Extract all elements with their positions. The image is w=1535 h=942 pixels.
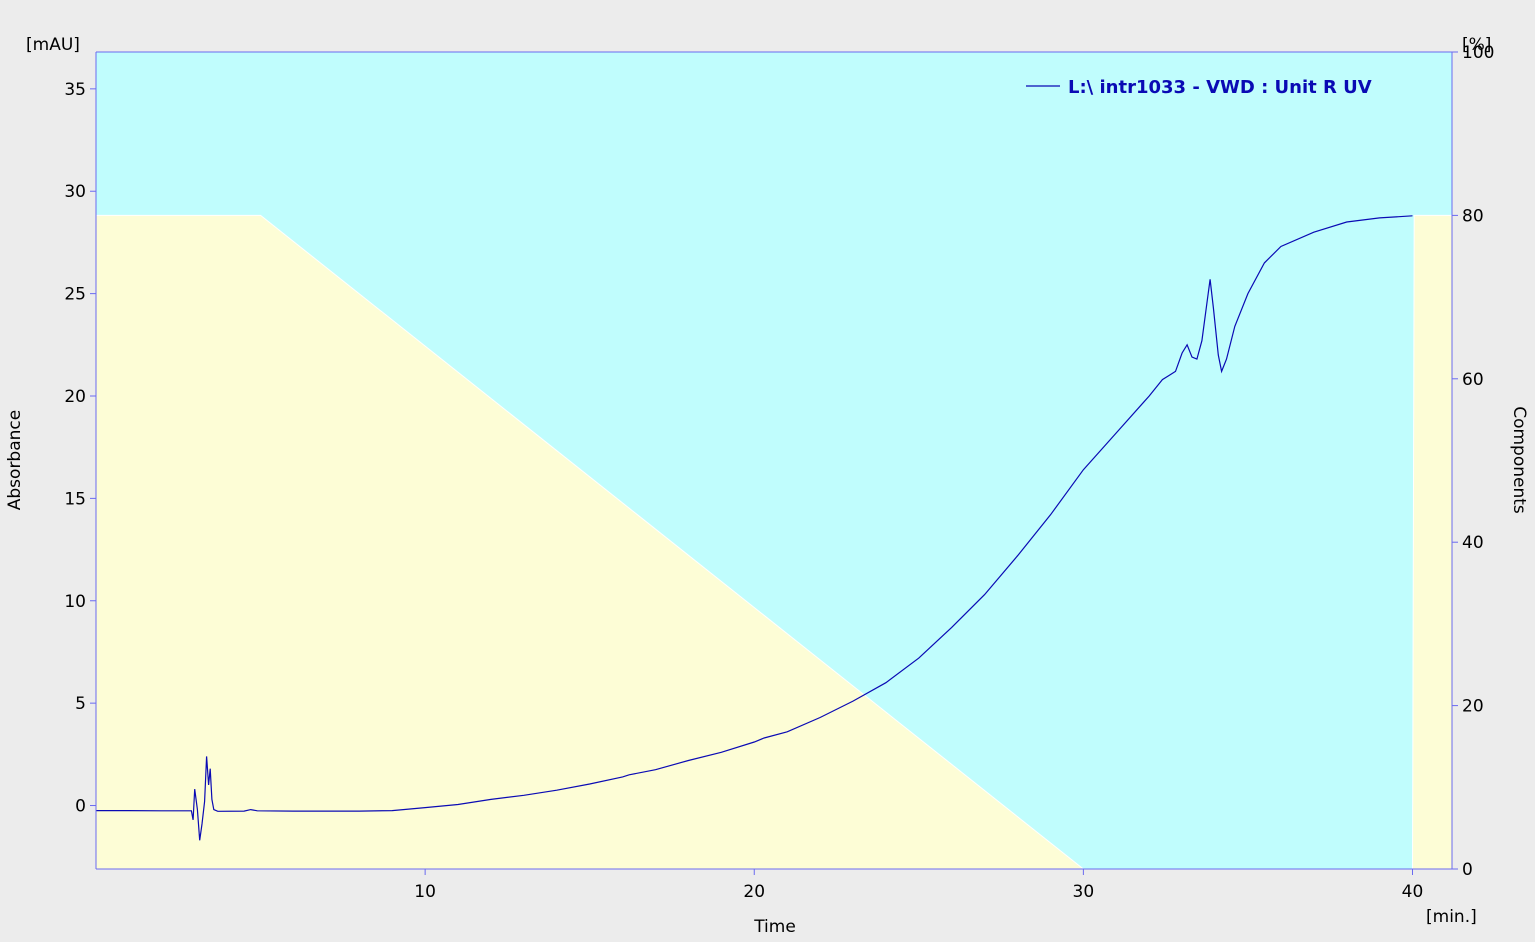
uv-trace-line: [96, 215, 1413, 841]
y-tick-label: 5: [75, 694, 86, 714]
y-tick-label: 30: [64, 182, 86, 202]
legend: L:\ intr1033 - VWD : Unit R UV: [1026, 77, 1372, 98]
x-tick-label: 20: [743, 882, 765, 902]
y-tick-label: 10: [64, 592, 86, 612]
x-tick-label: 30: [1073, 882, 1095, 902]
y-axis-left: 0 5 10 15 20 25 30 35: [64, 52, 97, 869]
y-tick-label: 15: [64, 489, 86, 509]
y-axis-unit: [mAU]: [26, 35, 80, 55]
y-tick-label: 0: [75, 797, 86, 817]
y2-tick-label: 60: [1462, 370, 1484, 390]
y2-axis-unit: [%]: [1462, 35, 1491, 55]
y2-axis-title: Components: [1509, 406, 1529, 514]
y-axis-right: 0 20 40 60 80 100: [96, 43, 1494, 880]
x-tick-label: 40: [1402, 882, 1424, 902]
y-tick-label: 20: [64, 387, 86, 407]
legend-label: L:\ intr1033 - VWD : Unit R UV: [1068, 77, 1372, 98]
x-axis-unit: [min.]: [1426, 907, 1477, 927]
x-tick-label: 10: [414, 882, 436, 902]
x-axis-title: Time: [753, 917, 796, 937]
y-tick-label: 35: [64, 80, 86, 100]
gradient-area: [96, 215, 1452, 869]
y2-tick-label: 40: [1462, 533, 1484, 553]
y-tick-label: 25: [64, 285, 86, 305]
y-axis-title: Absorbance: [5, 410, 25, 510]
y2-tick-label: 100: [1462, 43, 1494, 63]
y2-tick-label: 20: [1462, 697, 1484, 717]
y2-tick-label: 80: [1462, 206, 1484, 226]
y2-tick-label: 0: [1462, 860, 1473, 880]
x-axis: 10 20 30 40: [96, 868, 1452, 902]
